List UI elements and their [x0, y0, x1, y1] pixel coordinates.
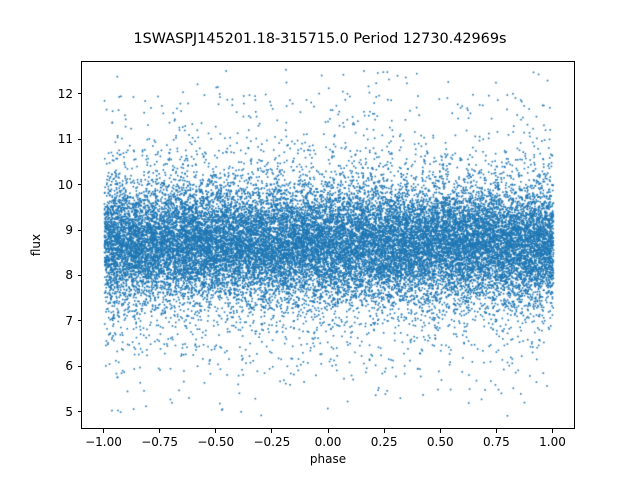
y-tick-label: 8 — [65, 268, 73, 283]
x-tick-label: −0.25 — [253, 435, 291, 449]
y-tick-mark — [77, 138, 81, 140]
y-tick-label: 6 — [65, 359, 73, 374]
x-tick-label: 0.00 — [314, 435, 342, 449]
x-tick-mark — [271, 429, 273, 433]
y-axis-label: flux — [29, 233, 43, 257]
y-tick-mark — [77, 320, 81, 322]
x-tick-label: 0.25 — [370, 435, 398, 449]
x-tick-mark — [552, 429, 554, 433]
x-tick-mark — [383, 429, 385, 433]
y-tick-label: 5 — [65, 404, 73, 419]
plot-area — [81, 61, 575, 429]
x-tick-label: −1.00 — [85, 435, 122, 449]
y-tick-mark — [77, 411, 81, 413]
y-tick-label: 11 — [57, 132, 73, 147]
x-tick-mark — [327, 429, 329, 433]
scatter-points — [82, 62, 574, 428]
y-tick-mark — [77, 365, 81, 367]
x-tick-label: −0.50 — [197, 435, 235, 449]
y-tick-mark — [77, 274, 81, 277]
x-tick-mark — [159, 429, 161, 433]
y-tick-mark — [77, 229, 81, 231]
x-tick-mark — [495, 429, 497, 433]
y-tick-mark — [77, 93, 81, 95]
x-tick-mark — [215, 429, 217, 433]
y-tick-label: 12 — [57, 86, 73, 101]
chart-title: 1SWASPJ145201.18-315715.0 Period 12730.4… — [133, 31, 507, 47]
y-tick-label: 7 — [65, 313, 73, 328]
y-tick-label: 9 — [65, 223, 73, 237]
y-tick-label: 10 — [57, 177, 73, 192]
x-tick-label: 1.00 — [539, 435, 566, 449]
x-tick-label: 0.75 — [483, 435, 510, 449]
x-axis-label: phase — [309, 452, 347, 466]
x-tick-label: −0.75 — [141, 435, 178, 449]
y-tick-mark — [77, 184, 81, 186]
x-tick-label: 0.50 — [426, 435, 454, 449]
x-tick-mark — [102, 429, 105, 433]
x-tick-mark — [439, 429, 441, 433]
